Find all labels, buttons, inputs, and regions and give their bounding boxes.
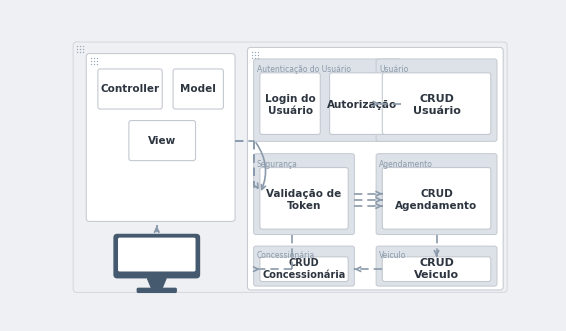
Text: Validação de
Token: Validação de Token (267, 189, 342, 211)
Polygon shape (148, 278, 166, 288)
FancyBboxPatch shape (382, 73, 491, 134)
Text: Model: Model (180, 84, 216, 94)
Text: Login do
Usuário: Login do Usuário (265, 94, 315, 116)
FancyBboxPatch shape (173, 69, 224, 109)
FancyBboxPatch shape (260, 167, 348, 229)
FancyBboxPatch shape (254, 154, 354, 235)
FancyBboxPatch shape (376, 154, 497, 235)
FancyBboxPatch shape (113, 234, 200, 278)
Text: CRUD
Usuário: CRUD Usuário (413, 94, 461, 116)
FancyBboxPatch shape (118, 238, 195, 271)
FancyBboxPatch shape (260, 257, 348, 281)
Text: Autorização: Autorização (327, 100, 397, 110)
FancyBboxPatch shape (376, 59, 497, 141)
Text: Usuário: Usuário (379, 65, 409, 74)
FancyBboxPatch shape (86, 54, 235, 221)
Text: Segurança: Segurança (257, 160, 298, 169)
FancyBboxPatch shape (254, 246, 354, 286)
FancyBboxPatch shape (98, 69, 162, 109)
Text: Controller: Controller (100, 84, 159, 94)
FancyBboxPatch shape (254, 59, 401, 141)
Text: Agendamento: Agendamento (379, 160, 433, 169)
Text: View: View (148, 136, 177, 146)
FancyBboxPatch shape (382, 257, 491, 281)
FancyBboxPatch shape (376, 246, 497, 286)
FancyBboxPatch shape (260, 73, 320, 134)
Text: CRUD
Veiculo: CRUD Veiculo (414, 259, 459, 280)
Text: CRUD
Concessionária: CRUD Concessionária (263, 259, 346, 280)
Text: Autenticação do Usuário: Autenticação do Usuário (257, 65, 351, 74)
FancyBboxPatch shape (382, 167, 491, 229)
FancyBboxPatch shape (136, 288, 177, 293)
Text: Veiculo: Veiculo (379, 251, 406, 260)
Text: Concessionária: Concessionária (257, 251, 315, 260)
FancyBboxPatch shape (73, 42, 507, 292)
FancyBboxPatch shape (247, 47, 503, 290)
FancyBboxPatch shape (329, 73, 395, 134)
Text: CRUD
Agendamento: CRUD Agendamento (396, 189, 478, 211)
FancyBboxPatch shape (129, 120, 195, 161)
